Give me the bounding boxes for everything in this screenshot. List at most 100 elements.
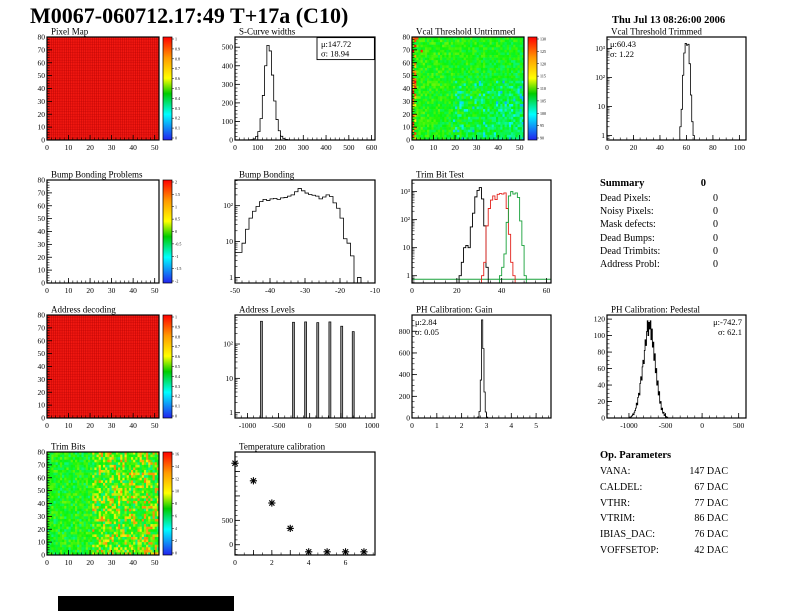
- ph-gain-panel: PH Calibration: Gain 0 1 2 3 4 5 0 200 400 600 800 μ…: [390, 304, 590, 440]
- vcal-untrimmed-colorbar: 130 125 120 115 110 105 100 95 90: [527, 37, 546, 141]
- svg-text:μ:2.84: μ:2.84: [415, 317, 438, 327]
- row-value: 77 DAC: [694, 497, 728, 509]
- svg-text:0.4: 0.4: [175, 374, 180, 379]
- footer-black-bar: [58, 596, 234, 611]
- op-parameters-title: Op. Parameters: [600, 450, 672, 461]
- svg-text:PH Calibration: Pedestal: PH Calibration: Pedestal: [611, 305, 700, 315]
- table-row: VTRIM: 86 DAC: [600, 511, 728, 527]
- svg-text:10³: 10³: [400, 187, 411, 196]
- svg-text:500: 500: [335, 421, 347, 430]
- svg-text:-1000: -1000: [239, 421, 257, 430]
- s-curve-widths-axes: 0 100 200 300 400 500 600 0 100 200 300 400 500: [222, 39, 377, 152]
- vcal-trimmed-stats: μ:60.43σ: 1.22: [610, 39, 636, 59]
- svg-text:40: 40: [598, 381, 606, 390]
- svg-text:-20: -20: [335, 286, 345, 295]
- svg-text:0: 0: [410, 286, 414, 295]
- table-row: Noisy Pixels: 0: [600, 205, 718, 218]
- svg-text:10²: 10²: [223, 201, 234, 210]
- row-value: 0: [713, 193, 718, 204]
- svg-text:0.1: 0.1: [175, 126, 180, 131]
- svg-text:0.4: 0.4: [175, 96, 180, 101]
- svg-text:400: 400: [222, 61, 234, 70]
- svg-text:0: 0: [406, 414, 410, 423]
- ph-gain-stats: μ:2.84σ: 0.05: [415, 317, 439, 337]
- table-row: Dead Bumps: 0: [600, 232, 718, 245]
- svg-text:10: 10: [403, 123, 411, 132]
- ph-gain-axes: 0 1 2 3 4 5 0 200 400 600 800: [399, 314, 549, 430]
- svg-text:80: 80: [38, 176, 46, 185]
- trim-bit-test-panel: Trim Bit Test 0 20 40 60 1 10 10² 10³: [390, 169, 590, 305]
- svg-text:20: 20: [630, 143, 638, 152]
- vcal-trimmed-histogram: [679, 43, 695, 140]
- svg-text:300: 300: [298, 143, 310, 152]
- bump-problems-axes: 0 10 20 30 40 50 0 10 20 30 40 50 60 70 80: [38, 176, 160, 295]
- table-row: CALDEL: 67 DAC: [600, 480, 728, 496]
- svg-text:Pixel Map: Pixel Map: [51, 27, 89, 37]
- svg-text:0: 0: [410, 143, 414, 152]
- summary-rows: Dead Pixels: 0 Noisy Pixels: 0 Mask defects:…: [600, 192, 718, 271]
- svg-text:50: 50: [403, 71, 411, 80]
- ph-pedestal-canvas: PH Calibration: Pedestal -1000 -500 0 500 0 20…: [594, 305, 747, 430]
- svg-text:130: 130: [540, 37, 546, 42]
- svg-text:30: 30: [38, 240, 46, 249]
- address-levels-panel: Address Levels -1000 -500 0 500 1000 1 10 10²: [213, 304, 383, 440]
- svg-text:1000: 1000: [364, 421, 379, 430]
- svg-text:10²: 10²: [400, 215, 411, 224]
- svg-text:60: 60: [38, 201, 46, 210]
- summary-header: Summary 0: [600, 178, 718, 189]
- row-label: Dead Pixels:: [600, 193, 651, 204]
- svg-text:30: 30: [403, 97, 411, 106]
- svg-text:50: 50: [151, 143, 159, 152]
- scatter-star-marker: [249, 477, 258, 485]
- svg-text:40: 40: [129, 143, 137, 152]
- bump-bonding-canvas: Bump Bonding -50 -40 -30 -20 -10 1 10 10²: [223, 170, 380, 296]
- svg-text:50: 50: [38, 214, 46, 223]
- svg-text:0.3: 0.3: [175, 384, 180, 389]
- scatter-star-marker: [268, 499, 276, 507]
- svg-text:1.5: 1.5: [175, 192, 180, 197]
- svg-text:10: 10: [65, 286, 73, 295]
- svg-text:30: 30: [38, 97, 46, 106]
- svg-text:-2: -2: [175, 279, 178, 284]
- svg-text:1: 1: [229, 273, 233, 282]
- svg-text:PH Calibration: Gain: PH Calibration: Gain: [416, 305, 493, 315]
- svg-text:105: 105: [540, 98, 546, 103]
- svg-text:-1.5: -1.5: [175, 266, 181, 271]
- svg-text:10: 10: [65, 143, 73, 152]
- svg-text:20: 20: [38, 110, 46, 119]
- svg-text:0: 0: [45, 421, 49, 430]
- svg-text:S-Curve widths: S-Curve widths: [239, 27, 296, 37]
- svg-text:110: 110: [540, 86, 546, 91]
- svg-text:-1000: -1000: [620, 421, 638, 430]
- svg-text:30: 30: [108, 421, 116, 430]
- svg-text:4: 4: [509, 421, 513, 430]
- svg-text:0: 0: [700, 421, 704, 430]
- svg-text:30: 30: [38, 375, 46, 384]
- svg-text:60: 60: [543, 286, 551, 295]
- svg-text:Address Levels: Address Levels: [239, 305, 295, 315]
- address-levels-axes: -1000 -500 0 500 1000 1 10 10²: [223, 316, 380, 430]
- svg-text:20: 20: [86, 421, 94, 430]
- svg-text:Bump Bonding: Bump Bonding: [239, 170, 295, 180]
- op-parameters-rows: VANA: 147 DAC CALDEL: 67 DAC VTHR: 77 DAC VTRI…: [600, 464, 728, 559]
- trim-bit-test-canvas: Trim Bit Test 0 20 40 60 1 10 10² 10³: [400, 170, 552, 295]
- svg-text:200: 200: [222, 98, 234, 107]
- temp-cal-frame: [234, 451, 376, 556]
- vcal-trimmed-axes: 0 20 40 60 80 100 1 10 10² 10³: [595, 39, 747, 152]
- svg-text:10: 10: [226, 237, 234, 246]
- svg-text:-500: -500: [659, 421, 673, 430]
- svg-text:10: 10: [38, 401, 46, 410]
- svg-text:20: 20: [38, 253, 46, 262]
- svg-text:100: 100: [252, 143, 264, 152]
- svg-text:40: 40: [38, 362, 46, 371]
- row-label: Dead Bumps:: [600, 232, 655, 244]
- svg-text:-1: -1: [175, 254, 178, 259]
- row-label: CALDEL:: [600, 481, 643, 493]
- svg-text:70: 70: [38, 45, 46, 54]
- svg-text:0: 0: [308, 421, 312, 430]
- row-label: VTRIM:: [600, 513, 635, 525]
- address-level-spike: [304, 321, 307, 419]
